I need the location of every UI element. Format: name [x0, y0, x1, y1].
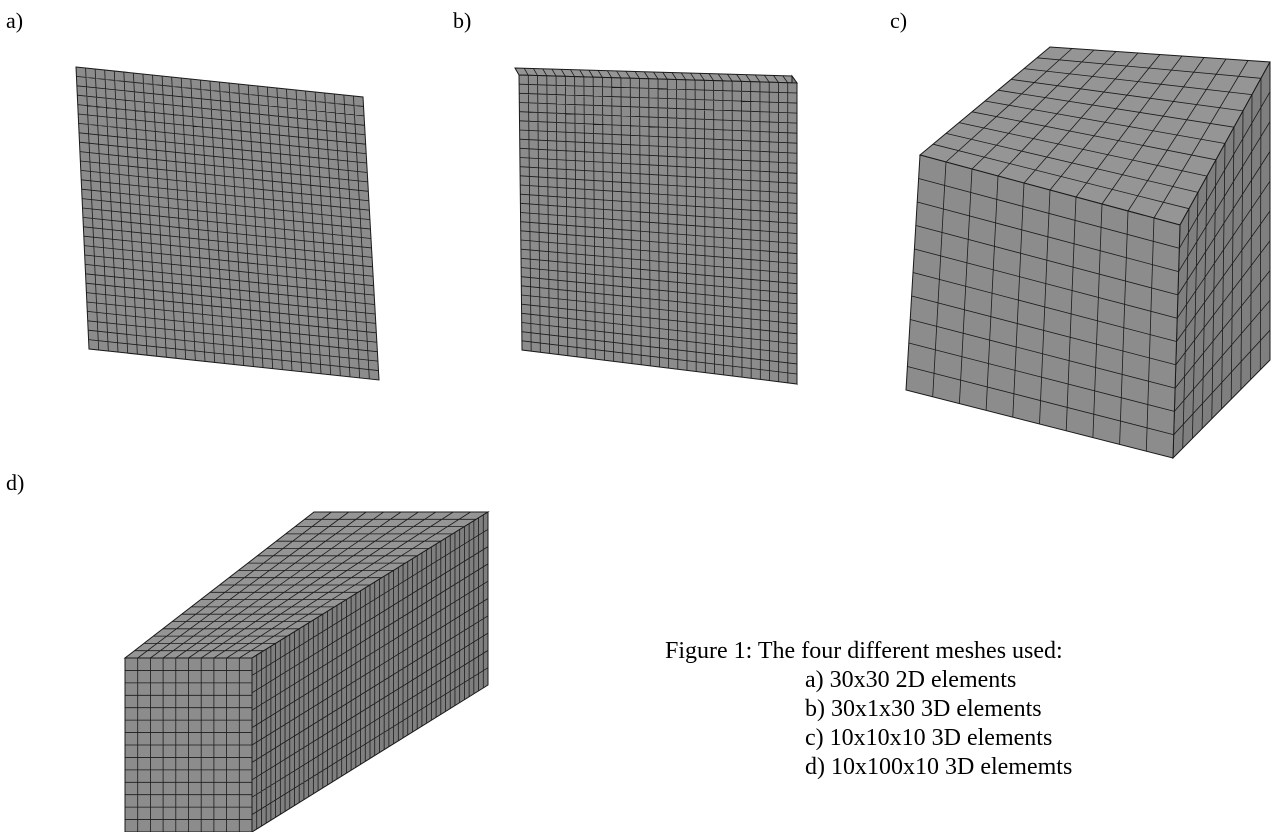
- mesh-d-10x100x10-3d: [123, 511, 490, 832]
- mesh-d-front-face: [124, 657, 253, 832]
- panel-label-d: d): [6, 470, 25, 495]
- figure-caption: Figure 1: The four different meshes used…: [665, 637, 1072, 782]
- mesh-b-30x1x30-3d: [514, 67, 798, 386]
- caption-title: Figure 1: The four different meshes used…: [665, 638, 1063, 664]
- caption-item-a: a) 30x30 2D elements: [805, 667, 1017, 693]
- mesh-a-30x30-2d: [75, 66, 380, 381]
- caption-item-b: b) 30x1x30 3D elements: [805, 696, 1042, 722]
- mesh-b-front-face: [518, 74, 798, 385]
- mesh-c-10x10x10-3d: [905, 46, 1271, 460]
- panel-label-c: c): [890, 8, 908, 33]
- caption-item-c: c) 10x10x10 3D elements: [805, 725, 1053, 751]
- panel-label-b: b): [453, 8, 472, 33]
- panel-label-a: a): [6, 8, 24, 33]
- mesh-a-face: [75, 66, 380, 381]
- mesh-c-front-face: [905, 154, 1181, 459]
- caption-item-d: d) 10x100x10 3D elememts: [805, 754, 1073, 780]
